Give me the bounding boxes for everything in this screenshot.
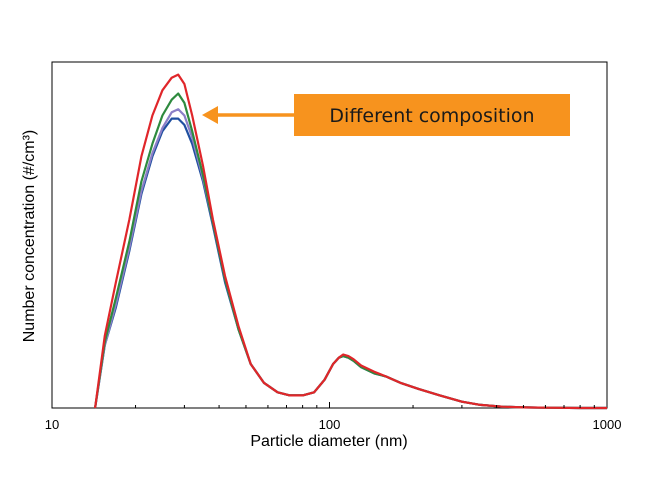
x-tick-label: 1000 — [593, 417, 622, 432]
annotation-callout: Different composition — [202, 94, 570, 136]
x-axis-title: Particle diameter (nm) — [250, 433, 407, 450]
y-axis-title: Number concentration (#/cm³) — [21, 130, 38, 343]
series-line-4 — [94, 73, 607, 410]
x-axis-ticks: 10 100 1000 — [45, 402, 622, 432]
x-tick-label: 10 — [45, 417, 59, 432]
x-tick-label: 100 — [319, 417, 341, 432]
annotation-text: Different composition — [329, 105, 534, 127]
series-layer — [94, 73, 607, 410]
annotation-box — [294, 94, 570, 136]
annotation-arrow-head — [202, 106, 218, 124]
